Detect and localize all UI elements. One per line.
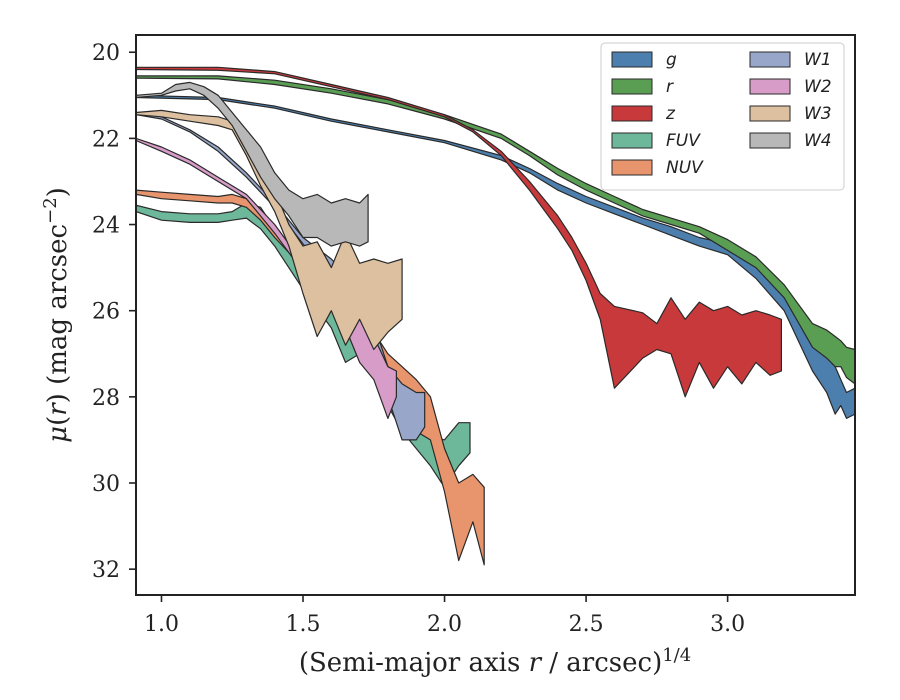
legend-swatch-w2 bbox=[749, 78, 791, 95]
legend: grz FUV NUV W1 W2 W3 W4 bbox=[600, 42, 845, 191]
legend-swatch-fuv bbox=[611, 132, 653, 149]
series-band-r bbox=[136, 75, 855, 385]
y-tick-label: 22 bbox=[92, 127, 120, 152]
legend-label-z: z bbox=[665, 104, 676, 124]
plot-frame bbox=[135, 34, 856, 596]
legend-label-r: r bbox=[666, 77, 674, 97]
legend-swatch-nuv bbox=[611, 159, 653, 176]
legend-swatch-w4 bbox=[749, 132, 791, 149]
series-band-w2 bbox=[136, 137, 397, 419]
y-axis-label: μ(r) (mag arcsec−2) bbox=[40, 187, 73, 443]
x-tick-label: 2.5 bbox=[569, 612, 604, 637]
y-tick-label: 28 bbox=[92, 386, 120, 411]
series-band-z bbox=[136, 66, 782, 398]
y-tick-label: 20 bbox=[92, 41, 120, 66]
legend-swatch-z bbox=[611, 105, 653, 122]
legend-label-nuv: NUV bbox=[666, 158, 704, 178]
y-tick-label: 24 bbox=[92, 214, 120, 239]
x-tick-label: 3.0 bbox=[710, 612, 745, 637]
legend-swatch-w3 bbox=[749, 105, 791, 122]
legend-label-w3: W3 bbox=[804, 104, 832, 124]
x-axis-label: (Semi-major axis r / arcsec)1/4 bbox=[299, 645, 691, 678]
x-tick-label: 2.0 bbox=[427, 612, 462, 637]
legend-swatch-w1 bbox=[749, 51, 791, 68]
legend-label-w1: W1 bbox=[804, 50, 832, 70]
y-tick-label: 30 bbox=[92, 472, 120, 497]
series-band-w4 bbox=[136, 81, 369, 247]
legend-label-w2: W2 bbox=[804, 77, 832, 97]
legend-swatch-r bbox=[611, 78, 653, 95]
series-band-g bbox=[136, 94, 855, 419]
y-tick-label: 26 bbox=[92, 300, 120, 325]
legend-label-g: g bbox=[666, 50, 677, 70]
x-tick-label: 1.5 bbox=[286, 612, 321, 637]
legend-label-w4: W4 bbox=[804, 131, 832, 151]
legend-label-fuv: FUV bbox=[666, 131, 701, 151]
axis-layer: 1.0 1.5 2.0 2.5 3.0 20 22 24 26 28 30 32 bbox=[92, 41, 745, 637]
series-layer bbox=[136, 66, 855, 566]
legend-swatch-g bbox=[611, 51, 653, 68]
y-tick-label: 32 bbox=[92, 558, 120, 583]
x-tick-label: 1.0 bbox=[144, 612, 179, 637]
